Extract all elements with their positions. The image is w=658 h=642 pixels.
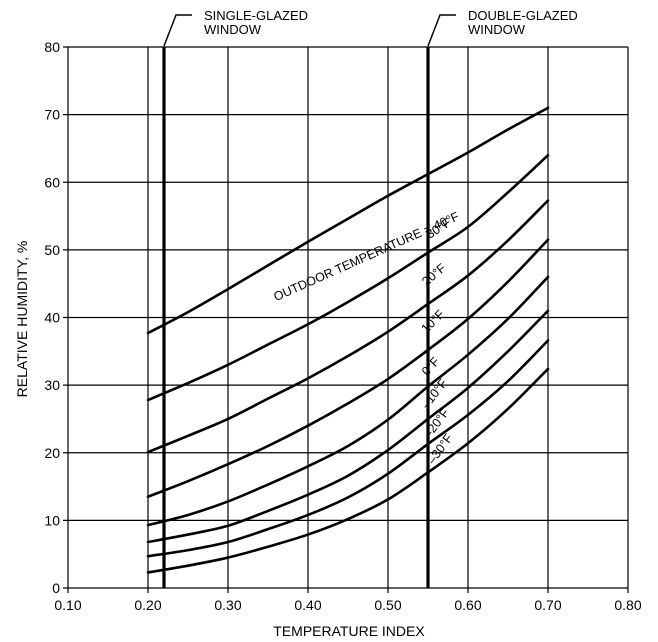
tick-labels: 0.10 0.20 0.30 0.40 0.50 0.60 0.70 0.80 0 10 20 30 4…	[44, 39, 641, 613]
x-tick-label: 0.20	[134, 597, 161, 613]
series-lines	[146, 106, 550, 574]
callout-leader	[163, 14, 192, 47]
y-tick-label: 60	[44, 174, 60, 190]
series-line	[146, 153, 550, 402]
reference-line-label: WINDOW	[468, 22, 526, 37]
y-axis-label: RELATIVE HUMIDITY, %	[14, 241, 30, 398]
series-line	[146, 106, 550, 335]
series-label: 10°F	[419, 307, 448, 336]
x-tick-label: 0.10	[54, 597, 81, 613]
x-tick-label: 0.60	[454, 597, 481, 613]
series-line	[146, 309, 550, 544]
reference-line-label: DOUBLE-GLAZED	[468, 8, 578, 23]
grid	[63, 46, 629, 593]
x-tick-label: 0.40	[294, 597, 321, 613]
series-line	[146, 199, 550, 454]
y-tick-label: 0	[52, 580, 60, 596]
y-tick-label: 30	[44, 377, 60, 393]
series-label: 0°F	[419, 354, 443, 378]
y-tick-label: 40	[44, 310, 60, 326]
y-tick-label: 50	[44, 242, 60, 258]
series-line	[146, 238, 550, 499]
reference-line-label: WINDOW	[204, 22, 262, 37]
series-line	[146, 339, 550, 558]
series-line	[146, 367, 550, 574]
y-tick-label: 10	[44, 512, 60, 528]
x-tick-label: 0.80	[614, 597, 641, 613]
x-tick-label: 0.50	[374, 597, 401, 613]
reference-lines	[162, 14, 456, 588]
y-tick-label: 70	[44, 107, 60, 123]
y-tick-label: 20	[44, 445, 60, 461]
annotations: SINGLE-GLAZEDWINDOWDOUBLE-GLAZEDWINDOWOU…	[204, 8, 578, 467]
series-label: 20°F	[419, 261, 449, 289]
x-tick-label: 0.30	[214, 597, 241, 613]
x-tick-label: 0.70	[534, 597, 561, 613]
callout-leader	[427, 14, 456, 47]
x-axis-label: TEMPERATURE INDEX	[273, 623, 425, 639]
series-line	[146, 275, 550, 527]
reference-line-label: SINGLE-GLAZED	[204, 8, 308, 23]
y-tick-label: 80	[44, 39, 60, 55]
